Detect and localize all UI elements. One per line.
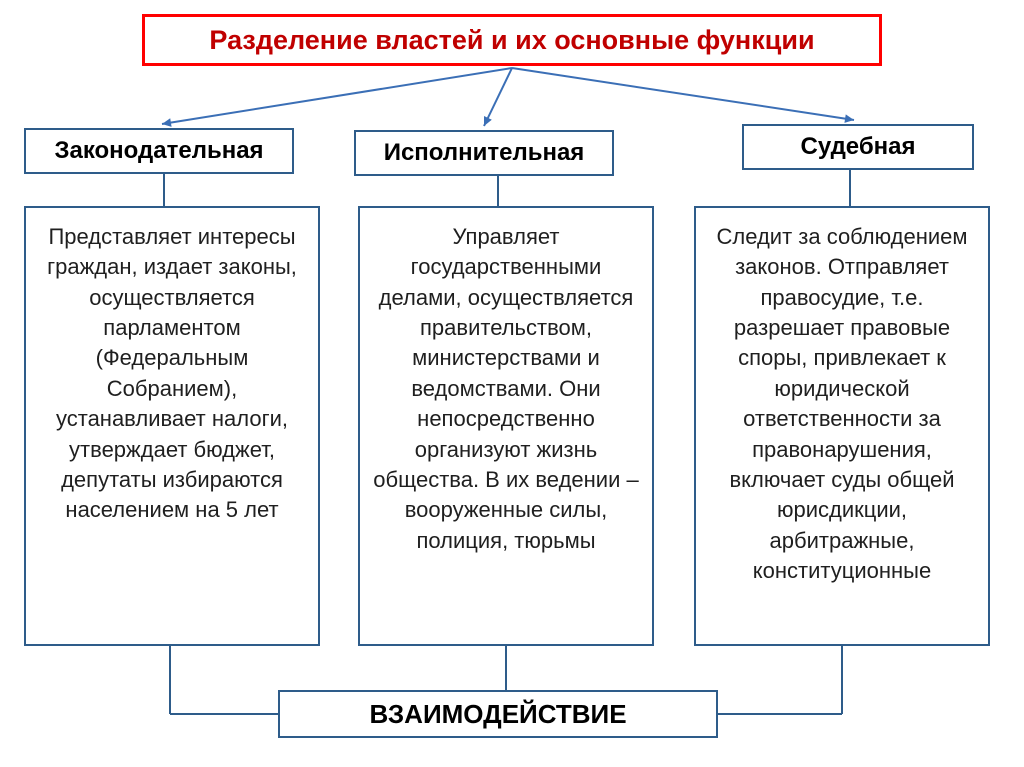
- branch-label-text: Исполнительная: [384, 139, 585, 167]
- branch-label-text: Законодательная: [54, 137, 263, 165]
- branch-body-executive: Управляет государственными делами, осуще…: [358, 206, 654, 646]
- title-text: Разделение властей и их основные функции: [209, 25, 814, 56]
- title-box: Разделение властей и их основные функции: [142, 14, 882, 66]
- interaction-label: ВЗАИМОДЕЙСТВИЕ: [369, 699, 626, 730]
- branch-body-text: Представляет интересы граждан, издает за…: [47, 224, 297, 522]
- interaction-box: ВЗАИМОДЕЙСТВИЕ: [278, 690, 718, 738]
- branch-body-legislative: Представляет интересы граждан, издает за…: [24, 206, 320, 646]
- branch-label-executive: Исполнительная: [354, 130, 614, 176]
- branch-label-judicial: Судебная: [742, 124, 974, 170]
- branch-body-judicial: Следит за соблюдением законов. Отправляе…: [694, 206, 990, 646]
- branch-body-text: Следит за соблюдением законов. Отправляе…: [716, 224, 967, 583]
- branch-label-legislative: Законодательная: [24, 128, 294, 174]
- branch-label-text: Судебная: [800, 133, 915, 161]
- branch-body-text: Управляет государственными делами, осуще…: [373, 224, 638, 553]
